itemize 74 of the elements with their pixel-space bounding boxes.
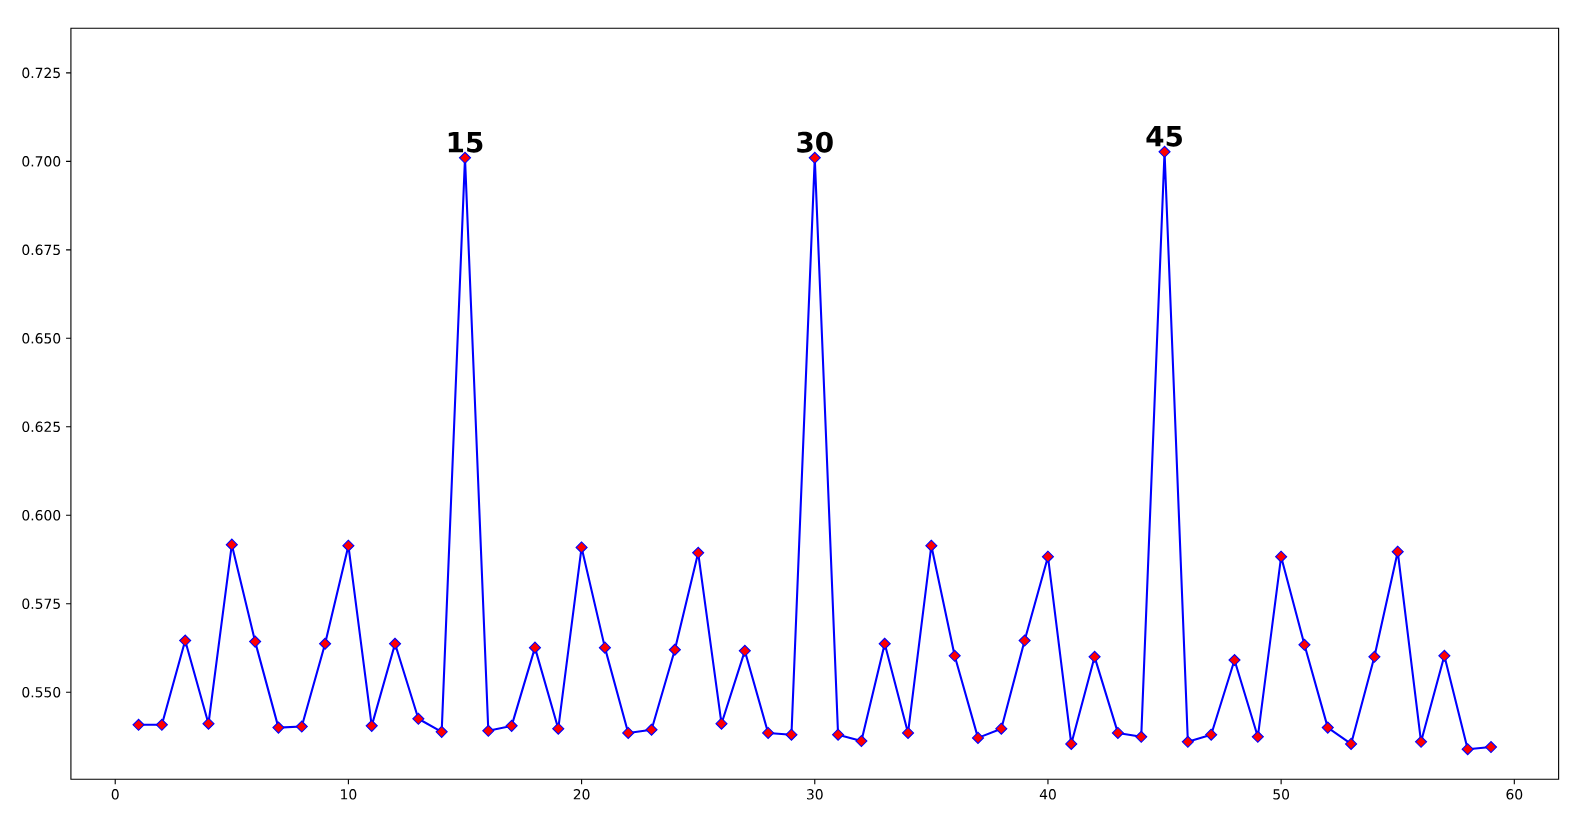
x-tick-label: 20	[573, 789, 590, 800]
point	[365, 719, 378, 732]
point	[225, 538, 238, 551]
y-tick-label: 0.650	[22, 333, 61, 344]
point	[925, 539, 938, 552]
point	[668, 643, 681, 656]
point	[1484, 741, 1498, 754]
point	[785, 728, 798, 741]
point	[1251, 730, 1264, 743]
x-tick-label: 40	[1039, 789, 1056, 800]
point	[832, 728, 845, 741]
point	[622, 726, 635, 739]
y-tick-label: 0.700	[22, 156, 61, 167]
point	[1041, 550, 1055, 563]
annotation: 45	[1146, 126, 1182, 147]
point	[1275, 550, 1288, 563]
y-tick-label: 0.550	[22, 686, 61, 698]
point	[1018, 634, 1031, 647]
point	[552, 722, 565, 735]
point	[505, 719, 518, 732]
point	[295, 720, 308, 733]
point	[1414, 735, 1428, 748]
y-tick-label: 0.600	[22, 510, 61, 521]
point	[388, 637, 402, 650]
point	[738, 644, 751, 657]
point	[249, 635, 262, 648]
point	[995, 722, 1008, 735]
point	[482, 724, 495, 737]
point	[1368, 650, 1381, 663]
point	[342, 539, 355, 552]
point	[1391, 545, 1404, 558]
point	[1111, 726, 1124, 739]
point	[762, 726, 775, 739]
point	[901, 726, 915, 739]
point	[1438, 649, 1451, 662]
point	[1065, 737, 1078, 750]
point	[155, 718, 168, 731]
point	[202, 717, 215, 730]
point	[1205, 728, 1218, 741]
y-tick-label: 0.675	[22, 244, 60, 256]
point	[1461, 743, 1474, 756]
point	[1321, 721, 1334, 734]
point	[855, 735, 868, 748]
x-tick-label: 50	[1273, 789, 1290, 800]
point	[528, 641, 542, 654]
point	[319, 637, 332, 650]
annotation: 15	[448, 132, 483, 153]
annotation: 30	[797, 131, 833, 153]
point	[179, 634, 192, 647]
point	[272, 721, 285, 734]
point	[598, 641, 611, 654]
point	[645, 723, 658, 736]
point	[412, 712, 425, 725]
point	[1228, 653, 1241, 667]
point	[715, 717, 728, 730]
point	[1298, 638, 1311, 651]
x-tick-label: 0	[111, 789, 119, 800]
x-tick-label: 10	[341, 789, 357, 800]
point	[575, 541, 588, 554]
point	[878, 637, 891, 650]
point	[1135, 730, 1148, 743]
y-tick-label: 0.725	[22, 67, 60, 79]
point	[132, 718, 145, 731]
y-tick-label: 0.575	[22, 598, 60, 609]
point	[948, 649, 961, 662]
point	[435, 725, 448, 738]
point	[1088, 650, 1101, 663]
point	[1181, 735, 1194, 748]
x-tick-label: 60	[1506, 789, 1523, 800]
y-tick-label: 0.625	[22, 421, 60, 433]
point	[1345, 737, 1358, 750]
x-tick-label: 30	[807, 789, 823, 800]
point	[692, 546, 705, 559]
point	[971, 731, 985, 744]
